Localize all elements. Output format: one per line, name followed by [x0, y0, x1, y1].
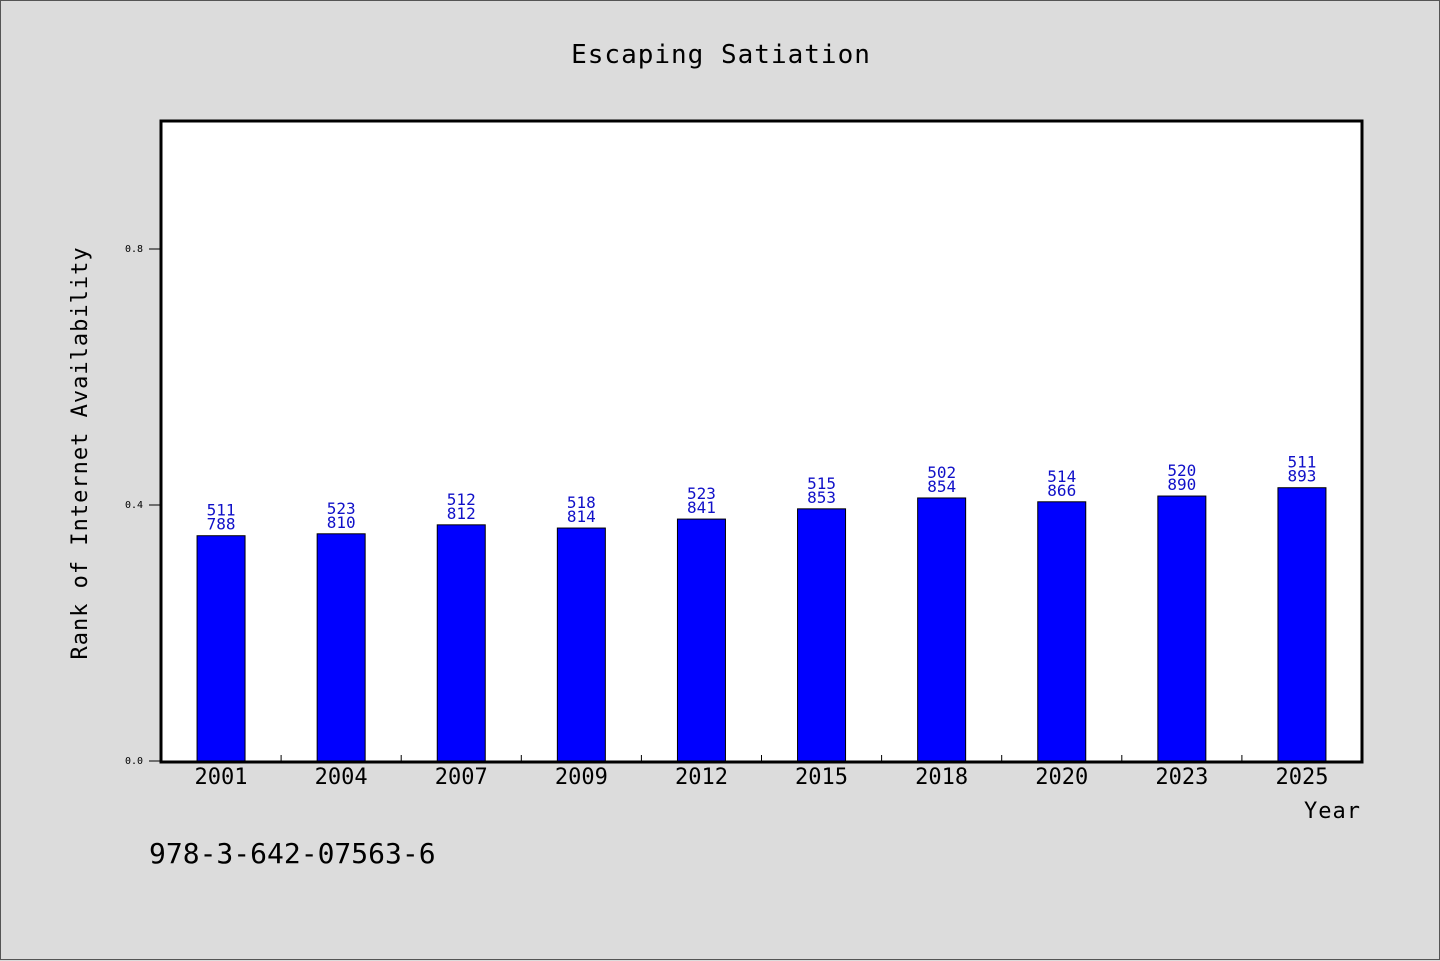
x-tick-label-2009: 2009	[555, 765, 608, 790]
bar-2001	[196, 535, 246, 762]
bar-label-top-2007: 512	[447, 490, 476, 509]
isbn-code: 978-3-642-07563-6	[149, 837, 436, 870]
x-tick-label-2023: 2023	[1155, 765, 1208, 790]
bar-label-top-2020: 514	[1047, 467, 1076, 486]
x-tick-label-2001: 2001	[195, 765, 248, 790]
bar-2007	[436, 524, 486, 762]
y-axis: 0.0 0.4 0.8	[125, 244, 161, 767]
bar-label-bottom-2025: 893	[1287, 467, 1316, 486]
bar-2018	[917, 497, 967, 762]
bar-label-top-2001: 511	[207, 501, 236, 520]
x-axis-title: Year	[1304, 799, 1361, 824]
bar-label-top-2025: 511	[1287, 453, 1316, 472]
bar-label-bottom-2023: 890	[1167, 475, 1196, 494]
bar-label-bottom-2018: 854	[927, 477, 956, 496]
bar-2023	[1157, 495, 1207, 762]
bar-labels-layer: 5117885238105128125188145238415158535028…	[207, 453, 1317, 534]
bar-label-bottom-2015: 853	[807, 488, 836, 507]
x-tick-label-2025: 2025	[1275, 765, 1328, 790]
bars-layer	[196, 487, 1327, 762]
y-axis-title: Rank of Internet Availability	[68, 246, 93, 659]
bar-2009	[556, 527, 606, 762]
bar-label-bottom-2004: 810	[327, 513, 356, 532]
bar-2020	[1037, 501, 1087, 762]
y-tick-label-0.4: 0.4	[125, 500, 143, 511]
x-tick-label-2015: 2015	[795, 765, 848, 790]
x-axis: 2001 2004 2007 2009 2012 2015 2018 2020 2023 2025	[195, 755, 1328, 790]
x-tick-label-2007: 2007	[435, 765, 488, 790]
y-tick-label-0.8: 0.8	[125, 244, 143, 255]
bar-label-top-2015: 515	[807, 474, 836, 493]
bar-label-top-2018: 502	[927, 463, 956, 482]
bar-label-bottom-2001: 788	[207, 515, 236, 534]
x-tick-label-2020: 2020	[1035, 765, 1088, 790]
y-tick-label-0.0: 0.0	[125, 756, 143, 767]
bar-label-top-2009: 518	[567, 493, 596, 512]
bar-label-top-2012: 523	[687, 484, 716, 503]
bar-label-bottom-2009: 814	[567, 507, 596, 526]
bar-2004	[316, 533, 366, 762]
x-tick-label-2018: 2018	[915, 765, 968, 790]
chart-title: Escaping Satiation	[571, 40, 871, 70]
bar-label-bottom-2020: 866	[1047, 481, 1076, 500]
bar-label-top-2004: 523	[327, 499, 356, 518]
bar-label-bottom-2007: 812	[447, 504, 476, 523]
bar-2015	[797, 508, 847, 762]
bar-label-top-2023: 520	[1167, 461, 1196, 480]
x-tick-label-2012: 2012	[675, 765, 728, 790]
bar-2025	[1277, 487, 1327, 762]
bar-2012	[676, 518, 726, 762]
bar-label-bottom-2012: 841	[687, 498, 716, 517]
x-tick-label-2004: 2004	[315, 765, 368, 790]
